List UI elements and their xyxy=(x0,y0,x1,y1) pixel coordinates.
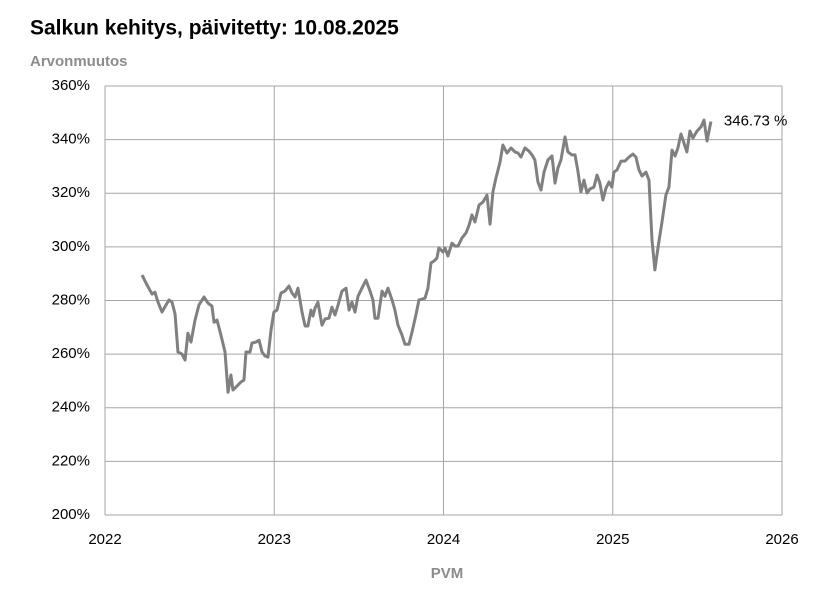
y-tick-label: 220% xyxy=(52,452,90,469)
y-tick-label: 280% xyxy=(52,291,90,308)
end-value-label: 346.73 % xyxy=(724,113,787,130)
y-axis-label: Arvonmuutos xyxy=(30,53,128,70)
y-tick-label: 300% xyxy=(52,238,90,255)
y-tick-label: 200% xyxy=(52,506,90,523)
x-tick-label: 2025 xyxy=(596,531,629,548)
y-tick-label: 340% xyxy=(52,131,90,148)
y-tick-label: 260% xyxy=(52,345,90,362)
x-tick-label: 2023 xyxy=(258,531,291,548)
x-tick-label: 2024 xyxy=(427,531,460,548)
data-line xyxy=(140,118,713,394)
y-tick-label: 360% xyxy=(52,77,90,94)
y-tick-label: 320% xyxy=(52,184,90,201)
chart-title: Salkun kehitys, päivitetty: 10.08.2025 xyxy=(30,17,399,40)
y-tick-label: 240% xyxy=(52,399,90,416)
x-tick-label: 2026 xyxy=(765,531,798,548)
x-axis-label: PVM xyxy=(431,565,464,582)
x-tick-label: 2022 xyxy=(88,531,121,548)
